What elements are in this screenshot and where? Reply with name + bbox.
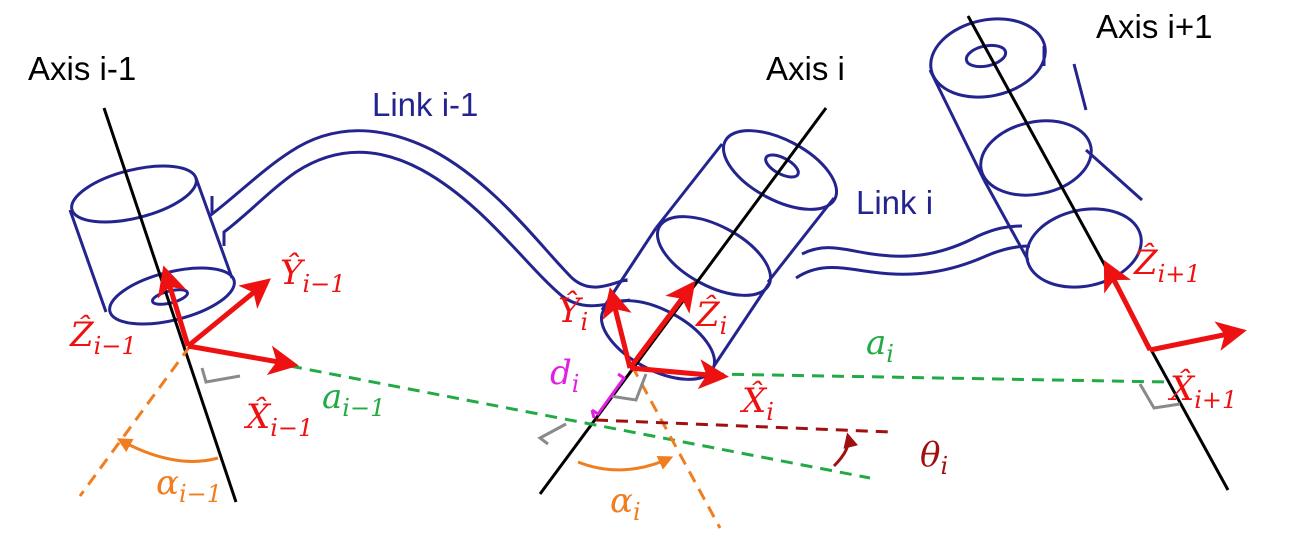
y-hat-prev-label: Ŷi−1 (280, 252, 346, 298)
theta-ref-line (595, 418, 891, 434)
x-hat-prev-label: X̂i−1 (243, 396, 313, 442)
frame-i (602, 280, 729, 390)
y-hat-curr-label: Ŷi (558, 290, 588, 336)
axis-i-minus-1-line (102, 107, 238, 503)
z-hat-curr-label: Ẑi (695, 294, 727, 340)
axis-label-next: Axis i+1 (1096, 8, 1212, 45)
axis-label-curr: Axis i (766, 50, 845, 87)
offset-d-tick (590, 409, 596, 419)
frame-i-plus-1 (1103, 259, 1247, 353)
link-label-curr: Link i (856, 184, 933, 221)
joint-i-minus-1-cylinder (68, 164, 236, 326)
link-i-body (795, 224, 1031, 280)
theta-arc-i (832, 432, 859, 468)
joint-i-plus-1-cylinder (928, 17, 1143, 289)
common-normal-a-i (711, 372, 1169, 384)
offset-d-bracket (591, 372, 627, 417)
axis-i-plus-1-line (966, 15, 1230, 491)
alpha-prev-label: αi−1 (156, 463, 222, 508)
right-angle-markers (200, 367, 1181, 446)
alpha-arc-i (577, 456, 674, 472)
a-curr-label: ai (866, 323, 894, 368)
link-i-minus-1-body (210, 129, 631, 308)
frame-i-minus-1 (157, 265, 299, 376)
axis-label-prev: Axis i-1 (28, 50, 136, 87)
z-hat-prev-label: Ẑi−1 (69, 314, 137, 360)
alpha-ref-line-i (630, 365, 722, 529)
theta-curr-label: θi (920, 435, 948, 480)
a-prev-label: ai−1 (322, 377, 385, 422)
alpha-arc-i-minus-1 (116, 438, 219, 463)
x-hat-next-label: X̂i+1 (1167, 368, 1237, 414)
z-hat-next-label: Ẑi+1 (1133, 242, 1201, 288)
d-curr-label: di (550, 353, 579, 398)
alpha-curr-label: αi (610, 481, 641, 526)
alpha-ref-line-i-minus-1 (78, 345, 192, 497)
x-hat-curr-label: X̂i (739, 380, 774, 426)
link-label-prev: Link i-1 (372, 86, 478, 123)
